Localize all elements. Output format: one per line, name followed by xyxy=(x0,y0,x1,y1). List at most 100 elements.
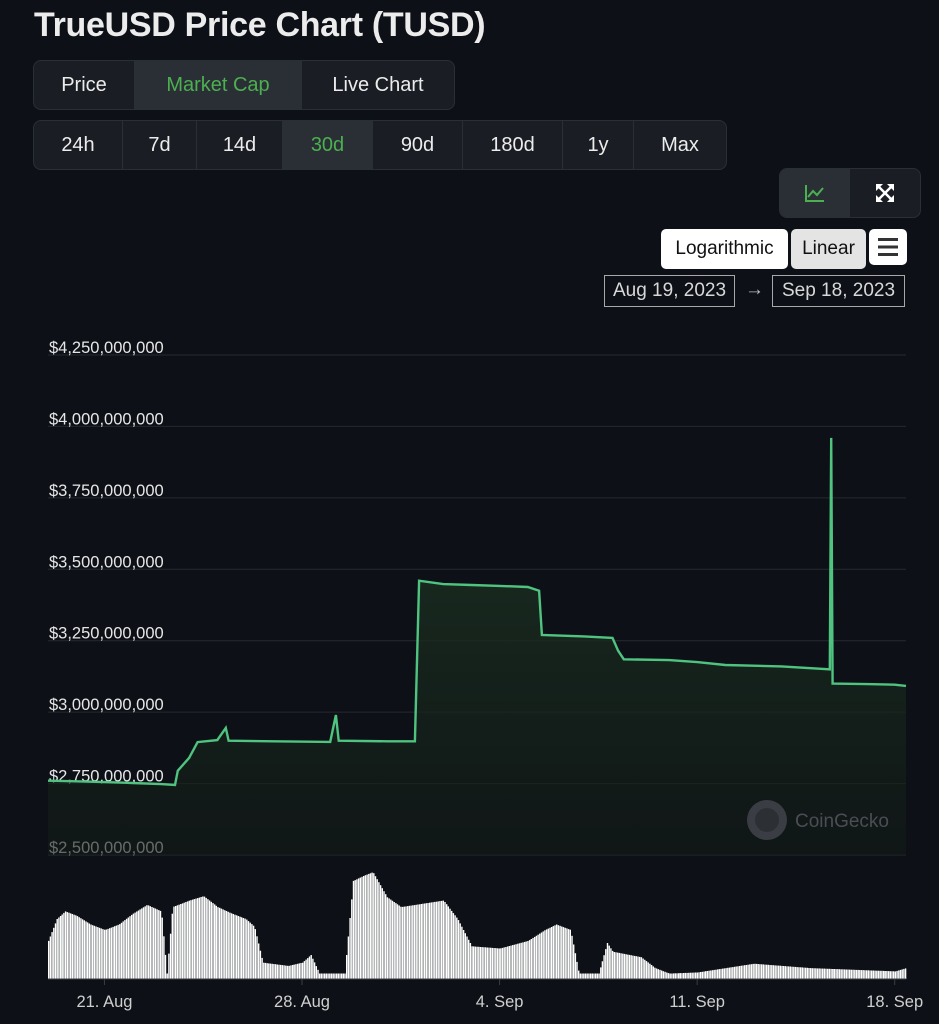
volume-bar xyxy=(115,925,118,979)
volume-bar xyxy=(147,905,150,979)
volume-bar xyxy=(622,953,624,979)
volume-bar xyxy=(359,877,361,979)
volume-bar xyxy=(639,956,641,979)
volume-bar xyxy=(483,947,485,979)
volume-bar xyxy=(867,970,869,979)
volume-bar xyxy=(281,965,284,979)
volume-bar xyxy=(606,943,609,979)
volume-bar xyxy=(835,969,837,979)
volume-bar xyxy=(154,908,157,979)
volume-bar xyxy=(850,969,853,979)
volume-bar xyxy=(823,968,825,979)
volume-bar xyxy=(254,929,256,979)
volume-bar xyxy=(593,973,595,979)
range-tab-90d[interactable]: 90d xyxy=(373,121,463,169)
volume-bar xyxy=(716,969,719,979)
volume-bar xyxy=(901,969,903,979)
logarithmic-button[interactable]: Logarithmic xyxy=(661,229,788,269)
volume-bar xyxy=(554,925,556,979)
watermark-text: CoinGecko xyxy=(795,811,889,832)
fullscreen-button[interactable] xyxy=(850,169,920,217)
volume-bar xyxy=(208,900,211,979)
volume-bar xyxy=(584,973,587,979)
volume-bar xyxy=(85,921,87,979)
volume-bar xyxy=(197,898,199,979)
volume-bar xyxy=(158,910,160,979)
volume-bar xyxy=(134,912,136,979)
chart-menu-button[interactable] xyxy=(869,229,907,265)
volume-bar xyxy=(737,966,739,979)
volume-bar xyxy=(496,948,499,979)
range-tab-14d[interactable]: 14d xyxy=(197,121,283,169)
linear-button[interactable]: Linear xyxy=(791,229,866,269)
volume-bar xyxy=(122,921,124,979)
volume-bar xyxy=(535,935,538,979)
volume-bar xyxy=(312,958,314,979)
range-tab-1y[interactable]: 1y xyxy=(563,121,634,169)
volume-bar xyxy=(63,912,65,979)
volume-bar xyxy=(251,924,253,979)
volume-bar xyxy=(141,908,143,979)
volume-bar xyxy=(894,971,897,979)
volume-bar xyxy=(615,952,617,979)
volume-bar xyxy=(579,973,582,979)
volume-bar xyxy=(56,919,58,979)
volume-bar xyxy=(789,966,792,979)
volume-bar xyxy=(693,972,695,979)
volume-bar xyxy=(225,911,228,979)
volume-bar xyxy=(657,969,659,979)
range-tab-24h[interactable]: 24h xyxy=(34,121,123,169)
volume-bar xyxy=(889,971,891,979)
volume-bar xyxy=(600,967,602,979)
volume-bar xyxy=(335,973,338,979)
volume-bar xyxy=(671,973,673,979)
volume-bar xyxy=(674,973,676,979)
range-tab-max[interactable]: Max xyxy=(661,133,699,156)
volume-bar xyxy=(68,912,70,979)
volume-bar xyxy=(469,943,472,979)
volume-bar xyxy=(180,904,182,979)
range-tab-7d[interactable]: 7d xyxy=(123,121,197,169)
volume-bar xyxy=(767,964,770,979)
volume-bar xyxy=(611,950,614,979)
volume-bar xyxy=(696,972,698,979)
volume-bar xyxy=(860,970,863,979)
volume-bar xyxy=(603,955,605,979)
volume-bar xyxy=(124,920,126,979)
tab-price[interactable]: Price xyxy=(34,61,135,109)
tab-live-chart[interactable]: Live Chart xyxy=(332,73,424,96)
volume-bar xyxy=(462,930,465,979)
volume-bar xyxy=(369,873,372,979)
volume-bar xyxy=(647,962,649,979)
volume-bar xyxy=(229,912,231,979)
volume-bar xyxy=(442,900,444,979)
volume-bar xyxy=(515,944,517,979)
volume-bar xyxy=(193,899,195,979)
range-tab-180d[interactable]: 180d xyxy=(463,121,563,169)
volume-bar xyxy=(865,970,868,979)
volume-bar xyxy=(295,964,297,979)
volume-bar xyxy=(308,956,311,979)
date-range-arrow: → xyxy=(745,279,764,300)
volume-bar xyxy=(440,900,443,979)
volume-bar xyxy=(195,898,197,979)
volume-bar xyxy=(874,970,876,979)
date-from-input[interactable]: Aug 19, 2023 xyxy=(604,275,735,307)
line-chart-view-button[interactable] xyxy=(780,169,850,217)
volume-bar xyxy=(843,969,846,979)
view-toggle xyxy=(779,168,921,218)
range-tab-30d[interactable]: 30d xyxy=(283,121,373,169)
volume-bar xyxy=(730,967,732,979)
volume-bar xyxy=(813,968,815,979)
y-tick-label: $3,750,000,000 xyxy=(49,482,164,500)
volume-bar xyxy=(198,897,201,979)
date-to-input[interactable]: Sep 18, 2023 xyxy=(772,275,905,307)
volume-bar xyxy=(357,878,360,979)
volume-bar xyxy=(320,973,322,979)
volume-bar xyxy=(700,972,702,979)
volume-bar xyxy=(635,956,637,979)
volume-bar xyxy=(269,963,272,979)
volume-bar xyxy=(842,969,844,979)
tab-market-cap[interactable]: Market Cap xyxy=(135,61,302,109)
volume-bar xyxy=(354,880,356,979)
